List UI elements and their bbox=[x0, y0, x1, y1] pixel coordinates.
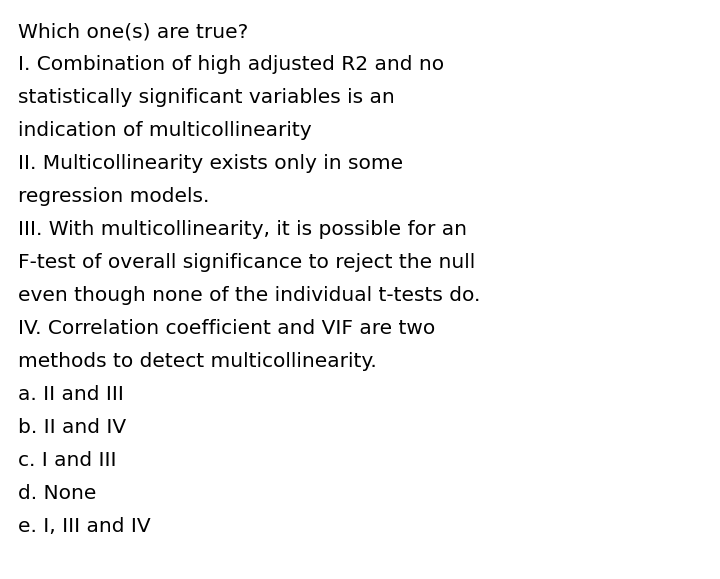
Text: statistically significant variables is an: statistically significant variables is a… bbox=[18, 88, 395, 107]
Text: b. II and IV: b. II and IV bbox=[18, 418, 126, 437]
Text: c. I and III: c. I and III bbox=[18, 451, 117, 470]
Text: II. Multicollinearity exists only in some: II. Multicollinearity exists only in som… bbox=[18, 154, 403, 173]
Text: III. With multicollinearity, it is possible for an: III. With multicollinearity, it is possi… bbox=[18, 220, 467, 239]
Text: methods to detect multicollinearity.: methods to detect multicollinearity. bbox=[18, 352, 377, 371]
Text: I. Combination of high adjusted R2 and no: I. Combination of high adjusted R2 and n… bbox=[18, 55, 444, 74]
Text: F-test of overall significance to reject the null: F-test of overall significance to reject… bbox=[18, 253, 475, 272]
Text: indication of multicollinearity: indication of multicollinearity bbox=[18, 121, 312, 140]
Text: Which one(s) are true?: Which one(s) are true? bbox=[18, 22, 248, 41]
Text: IV. Correlation coefficient and VIF are two: IV. Correlation coefficient and VIF are … bbox=[18, 319, 436, 338]
Text: regression models.: regression models. bbox=[18, 187, 210, 206]
Text: d. None: d. None bbox=[18, 484, 96, 503]
Text: e. I, III and IV: e. I, III and IV bbox=[18, 517, 150, 536]
Text: a. II and III: a. II and III bbox=[18, 385, 124, 404]
Text: even though none of the individual t-tests do.: even though none of the individual t-tes… bbox=[18, 286, 480, 305]
